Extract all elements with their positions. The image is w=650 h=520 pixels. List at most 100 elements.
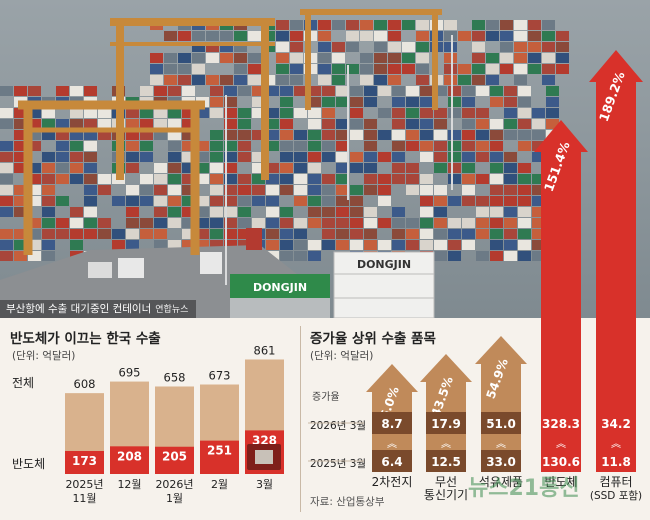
container-box — [406, 130, 419, 140]
container-box — [350, 196, 363, 206]
container-box — [336, 152, 349, 162]
container-box — [364, 152, 377, 162]
container-box — [98, 218, 111, 228]
row-connector — [481, 434, 521, 450]
value-2026: 328.3 — [542, 417, 580, 431]
container-box — [308, 240, 321, 250]
container-box — [252, 218, 265, 228]
container-box — [126, 108, 139, 118]
container-box — [70, 152, 83, 162]
container-box — [154, 218, 167, 228]
container-box — [528, 20, 541, 30]
container-box — [28, 196, 41, 206]
container-box — [140, 108, 153, 118]
container-box — [476, 130, 489, 140]
container-box — [196, 229, 209, 239]
value-2025: 130.6 — [542, 455, 580, 469]
container-box — [322, 229, 335, 239]
container-box — [168, 86, 181, 96]
container-box — [448, 108, 461, 118]
container-box — [462, 229, 475, 239]
container-box — [472, 31, 485, 41]
container-box — [332, 64, 345, 74]
container-box — [322, 141, 335, 151]
container-box — [378, 174, 391, 184]
container-box — [192, 42, 205, 52]
container-box — [238, 196, 251, 206]
container-box — [556, 42, 569, 52]
container-box — [434, 141, 447, 151]
container-box — [472, 53, 485, 63]
container-box — [350, 163, 363, 173]
cell-2026 — [426, 412, 466, 434]
container-box — [42, 152, 55, 162]
container-box — [490, 152, 503, 162]
container-box — [336, 174, 349, 184]
container-box — [374, 42, 387, 52]
container-box — [238, 218, 251, 228]
container-box — [140, 196, 153, 206]
container-box — [206, 31, 219, 41]
container-box — [374, 75, 387, 85]
container-box — [462, 119, 475, 129]
container-box — [252, 152, 265, 162]
container-box — [224, 152, 237, 162]
container-box — [140, 119, 153, 129]
container-box — [224, 141, 237, 151]
container-box — [42, 185, 55, 195]
container-box — [378, 185, 391, 195]
container-box — [28, 229, 41, 239]
container-box — [472, 42, 485, 52]
container-box — [364, 218, 377, 228]
label-total: 673 — [209, 368, 231, 382]
label-semiconductor: 251 — [207, 444, 232, 458]
container-box — [556, 64, 569, 74]
container-box — [238, 108, 251, 118]
container-box — [388, 20, 401, 30]
container-box — [294, 141, 307, 151]
container-box — [178, 75, 191, 85]
container-box — [154, 240, 167, 250]
container-box — [406, 119, 419, 129]
growth-arrow — [420, 354, 472, 412]
container-box — [322, 97, 335, 107]
container-box — [70, 163, 83, 173]
container-box — [98, 108, 111, 118]
container-box — [196, 207, 209, 217]
value-2026: 8.7 — [381, 417, 402, 431]
container-box — [266, 141, 279, 151]
container-box — [346, 31, 359, 41]
container-box — [504, 163, 517, 173]
container-box — [490, 218, 503, 228]
container-box — [336, 86, 349, 96]
svg-text:DONGJIN: DONGJIN — [253, 281, 307, 294]
container-box — [416, 64, 429, 74]
container-box — [266, 108, 279, 118]
container-box — [322, 119, 335, 129]
container-box — [168, 119, 181, 129]
container-box — [28, 185, 41, 195]
container-box — [84, 207, 97, 217]
container-box — [350, 86, 363, 96]
container-box — [504, 86, 517, 96]
category-label: 2025년 — [65, 478, 103, 491]
container-box — [294, 163, 307, 173]
container-box — [280, 229, 293, 239]
container-box — [444, 64, 457, 74]
container-box — [434, 229, 447, 239]
container-box — [490, 174, 503, 184]
left-chart-title: 반도체가 이끄는 한국 수출 — [10, 331, 161, 347]
container-box — [336, 229, 349, 239]
container-box — [14, 196, 27, 206]
container-box — [374, 20, 387, 30]
container-box — [444, 75, 457, 85]
container-box — [392, 229, 405, 239]
container-box — [476, 141, 489, 151]
container-box — [182, 163, 195, 173]
container-box — [416, 31, 429, 41]
container-box — [28, 141, 41, 151]
container-box — [350, 218, 363, 228]
container-box — [332, 75, 345, 85]
container-box — [490, 229, 503, 239]
container-box — [416, 75, 429, 85]
